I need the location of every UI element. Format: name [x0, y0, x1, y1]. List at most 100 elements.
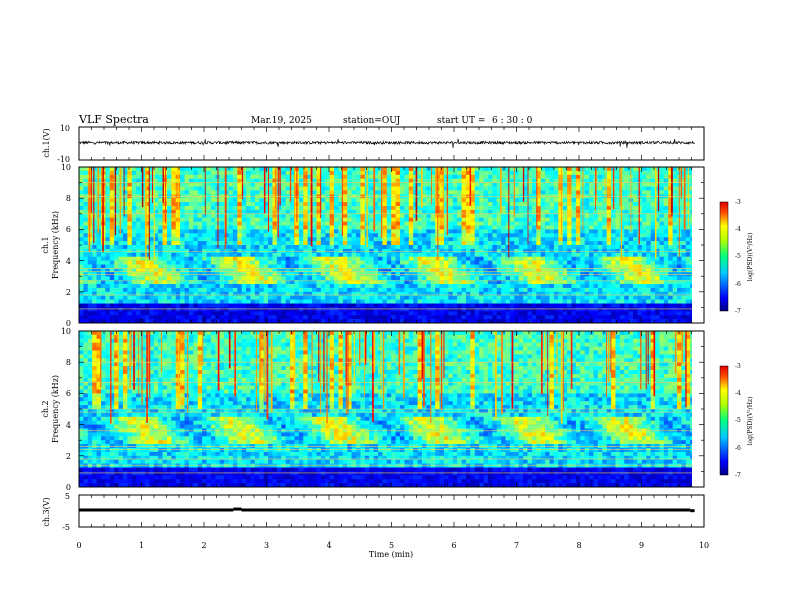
- spectrogram-cell: [184, 167, 190, 172]
- spectrogram-cell: [487, 287, 493, 293]
- spectrogram-cell: [567, 237, 572, 242]
- spectrogram-cell: [426, 280, 432, 285]
- spectrogram-cell: [615, 303, 621, 308]
- spectrogram-cell: [531, 260, 537, 265]
- spectrogram-cell: [373, 182, 379, 187]
- spectrogram-cell: [180, 167, 185, 172]
- spectrogram-cell: [210, 268, 216, 273]
- spectrogram-cell: [443, 178, 449, 183]
- spectrogram-cell: [122, 303, 128, 308]
- spectrogram-cell: [263, 225, 269, 230]
- spectrogram-cell: [606, 202, 612, 207]
- spectrogram-cell: [276, 299, 282, 304]
- spectrogram-cell: [316, 295, 322, 300]
- spectrogram-cell: [611, 252, 616, 257]
- spectrogram-cell: [131, 291, 137, 296]
- spectrogram-cell: [298, 287, 304, 293]
- spectrogram-cell: [404, 252, 410, 257]
- spectrogram-cell: [202, 303, 207, 308]
- spectrogram-cell: [382, 229, 388, 234]
- spectrogram-cell: [575, 295, 581, 300]
- spectrogram-cell: [83, 174, 89, 179]
- spectrogram-cell: [448, 233, 454, 238]
- spectrogram-cell: [421, 202, 427, 207]
- spectrogram-cell: [338, 295, 344, 300]
- spectrogram-cell: [470, 217, 476, 222]
- spectrogram-cell: [408, 206, 414, 211]
- spectrogram-cell: [571, 174, 577, 179]
- spectrogram-cell: [523, 276, 528, 281]
- spectrogram-cell: [202, 241, 207, 246]
- spectrogram-cell: [461, 225, 467, 230]
- spectrogram-cell: [307, 319, 313, 324]
- spectrogram-cell: [567, 217, 572, 222]
- spectrogram-cell: [114, 209, 119, 215]
- spectrogram-cell: [105, 268, 111, 273]
- spectrogram-cell: [567, 182, 572, 187]
- figure-title: VLF Spectra: [78, 113, 149, 126]
- spectrogram-cell: [479, 291, 484, 296]
- spectrogram-cell: [294, 260, 300, 265]
- spectrogram-cell: [536, 186, 542, 191]
- spectrogram-cell: [514, 280, 520, 285]
- spectrogram-cell: [369, 229, 374, 234]
- spectrogram-cell: [197, 225, 203, 230]
- spectrogram-cell: [531, 170, 537, 176]
- spectrogram-cell: [597, 311, 603, 316]
- spectrogram-cell: [624, 213, 629, 218]
- spectrogram-cell: [158, 213, 163, 218]
- spectrogram-cell: [241, 252, 247, 257]
- spectrogram-cell: [351, 315, 357, 320]
- spectrogram-cell: [545, 229, 550, 234]
- spectrogram-cell: [479, 178, 484, 183]
- spectrogram-cell: [465, 202, 471, 207]
- spectrogram-cell: [549, 198, 555, 203]
- spectrogram-cell: [624, 237, 629, 242]
- spectrogram-cell: [404, 206, 410, 211]
- spectrogram-cell: [153, 252, 159, 257]
- spectrogram-cell: [175, 299, 181, 304]
- spectrogram-cell: [408, 167, 414, 172]
- spectrogram-cell: [465, 229, 471, 234]
- spectrogram-cell: [606, 307, 612, 312]
- spectrogram-cell: [457, 260, 462, 265]
- spectrogram-cell: [540, 264, 546, 269]
- spectrogram-cell: [171, 217, 177, 222]
- spectrogram-cell: [413, 202, 418, 207]
- spectrogram-cell: [443, 307, 449, 312]
- spectrogram-cell: [206, 237, 212, 242]
- spectrogram-cell: [325, 202, 330, 207]
- spectrogram-cell: [518, 299, 524, 304]
- spectrogram-cell: [127, 198, 133, 203]
- spectrogram-cell: [364, 311, 370, 316]
- spectrogram-cell: [193, 221, 199, 226]
- spectrogram-cell: [325, 264, 330, 269]
- spectrogram-cell: [386, 241, 392, 246]
- spectrogram-cell: [131, 213, 137, 218]
- spectrogram-cell: [589, 209, 594, 215]
- spectrogram-cell: [219, 229, 225, 234]
- spectrogram-cell: [237, 209, 242, 215]
- spectrogram-cell: [391, 233, 396, 238]
- spectrogram-cell: [509, 256, 515, 261]
- spectrogram-cell: [492, 260, 498, 265]
- spectrogram-cell: [540, 252, 546, 257]
- spectrogram-cell: [127, 276, 133, 281]
- spectrogram-cell: [347, 217, 352, 222]
- spectrogram-cell: [272, 202, 278, 207]
- spectrogram-cell: [263, 237, 269, 242]
- spectrogram-cell: [320, 229, 326, 234]
- spectrogram-cell: [228, 202, 234, 207]
- spectrogram-cell: [158, 307, 163, 312]
- spectrogram-cell: [593, 209, 599, 215]
- spectrogram-cell: [92, 237, 97, 242]
- spectrogram-cell: [210, 264, 216, 269]
- spectrogram-cell: [254, 260, 260, 265]
- spectrogram-cell: [430, 284, 436, 289]
- spectrogram-cell: [474, 245, 480, 250]
- spectrogram-cell: [338, 307, 344, 312]
- spectrogram-cell: [83, 264, 89, 269]
- spectrogram-cell: [105, 260, 111, 265]
- spectrogram-cell: [307, 299, 313, 304]
- spectrogram-cell: [619, 284, 625, 289]
